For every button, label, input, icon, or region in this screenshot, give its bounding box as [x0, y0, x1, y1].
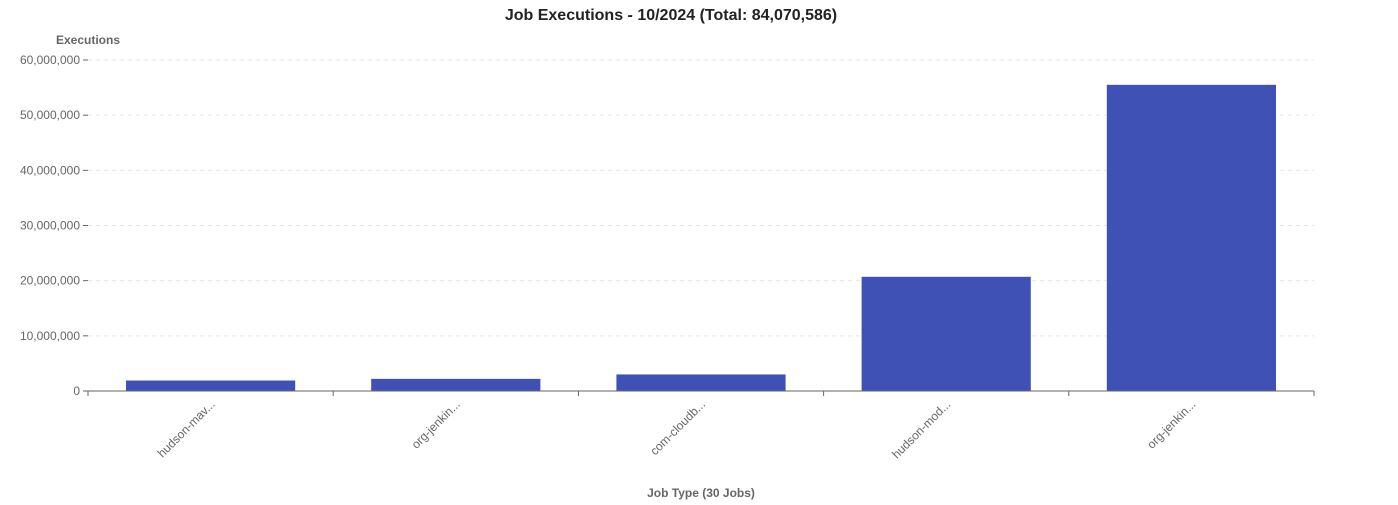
bar[interactable]: [861, 276, 1031, 391]
bar[interactable]: [616, 374, 786, 391]
y-tick-label: 20,000,000: [20, 274, 80, 288]
bar[interactable]: [371, 378, 541, 391]
x-tick-label: hudson-mod...: [889, 397, 953, 461]
y-tick-label: 0: [73, 384, 80, 398]
chart-title: Job Executions - 10/2024 (Total: 84,070,…: [505, 7, 837, 24]
y-axis-label: Executions: [56, 33, 120, 47]
x-axis-ticks: hudson-mav... org-jenkin... com-cloudb... h…: [87, 391, 1315, 461]
y-tick-label: 30,000,000: [20, 219, 80, 233]
y-axis-ticks: 0 10,000,000 20,000,000 30,000,000 40,000,00…: [20, 53, 88, 398]
x-tick-label: hudson-mav...: [155, 397, 218, 460]
y-tick-label: 10,000,000: [20, 329, 80, 343]
bar[interactable]: [1106, 84, 1276, 391]
x-tick-label: org-jenkin...: [409, 397, 463, 451]
y-tick-label: 60,000,000: [20, 53, 80, 67]
y-tick-label: 40,000,000: [20, 163, 80, 177]
bar[interactable]: [126, 380, 296, 391]
bars: [126, 84, 1276, 391]
x-axis-label: Job Type (30 Jobs): [647, 486, 755, 500]
x-tick-label: com-cloudb...: [647, 397, 708, 458]
x-tick-label: org-jenkin...: [1144, 397, 1198, 451]
y-tick-label: 50,000,000: [20, 108, 80, 122]
